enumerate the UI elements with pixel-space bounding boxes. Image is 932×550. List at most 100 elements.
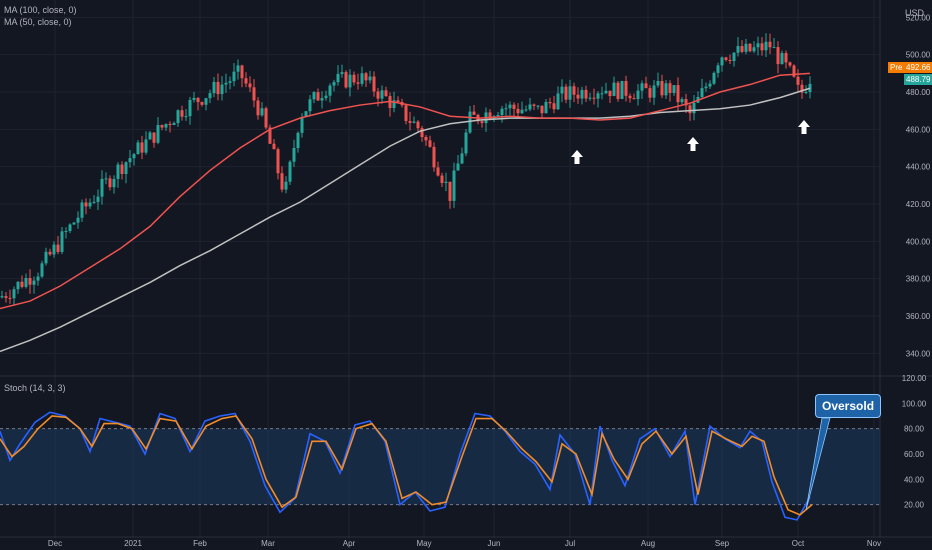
candle-body	[568, 86, 572, 100]
candle-body	[808, 83, 812, 93]
candle-body	[212, 81, 216, 94]
candle-body	[28, 278, 32, 285]
candle-body	[140, 142, 144, 153]
candle-body	[408, 121, 412, 123]
candle-body	[692, 102, 696, 114]
stoch-tick-label: 120.00	[902, 374, 927, 383]
x-tick-label: Jun	[488, 539, 501, 548]
x-tick-label: Sep	[715, 539, 730, 548]
candle-body	[720, 57, 724, 66]
candle-body	[656, 81, 660, 86]
stoch-tick-label: 40.00	[904, 475, 925, 484]
candle-body	[284, 181, 288, 190]
candle-body	[328, 85, 332, 96]
candle-body	[588, 97, 592, 99]
candle-body	[636, 90, 640, 100]
candle-body	[404, 105, 408, 122]
candle-body	[48, 251, 52, 255]
pre-label: Pre	[890, 63, 903, 72]
candle-body	[464, 132, 468, 154]
candle-body	[136, 142, 140, 155]
candle-body	[316, 92, 320, 101]
candle-body	[744, 43, 748, 52]
candle-body	[100, 178, 104, 197]
candle-body	[240, 65, 244, 79]
x-tick-label: Jul	[565, 539, 575, 548]
stoch-band	[0, 428, 880, 505]
candle-body	[456, 163, 460, 171]
candle-body	[632, 98, 636, 100]
candle-body	[12, 289, 16, 299]
candle-body	[440, 175, 444, 183]
candles	[0, 33, 812, 306]
candle-body	[608, 90, 612, 97]
candle-body	[300, 116, 304, 133]
candle-body	[160, 125, 164, 128]
candle-body	[104, 178, 108, 180]
x-tick-label: 2021	[124, 539, 142, 548]
candle-body	[528, 104, 532, 110]
candle-body	[128, 158, 132, 163]
candle-body	[524, 109, 528, 111]
candle-body	[348, 74, 352, 88]
candle-body	[448, 181, 452, 201]
candle-body	[248, 83, 252, 88]
price-tick-label: 340.00	[906, 349, 931, 358]
candle-body	[164, 123, 168, 128]
candle-body	[728, 59, 732, 61]
price-tick-label: 360.00	[906, 312, 931, 321]
candle-body	[40, 263, 44, 277]
candle-body	[132, 154, 136, 159]
up-arrow-icon	[798, 120, 810, 134]
x-tick-label: Dec	[48, 539, 62, 548]
price-tick-label: 520.00	[906, 13, 931, 22]
candle-body	[64, 231, 68, 233]
up-arrow-icon	[571, 150, 583, 164]
candle-body	[772, 47, 776, 49]
candle-body	[24, 278, 28, 287]
last-value: 488.79	[906, 75, 931, 84]
candle-body	[80, 202, 84, 218]
candle-body	[360, 73, 364, 84]
candle-body	[668, 83, 672, 93]
candle-body	[452, 170, 456, 201]
oversold-callout: Oversold	[815, 394, 882, 418]
candle-body	[380, 90, 384, 99]
stoch-tick-label: 20.00	[904, 501, 925, 510]
candle-body	[320, 98, 324, 101]
candle-body	[344, 72, 348, 88]
candle-body	[436, 167, 440, 176]
x-tick-label: Aug	[641, 539, 655, 548]
candle-body	[256, 100, 260, 116]
candle-body	[784, 53, 788, 63]
candle-body	[148, 132, 152, 140]
price-tick-label: 500.00	[906, 51, 931, 60]
candle-body	[468, 111, 472, 133]
candle-body	[724, 57, 728, 60]
candle-body	[156, 125, 160, 143]
candle-body	[600, 93, 604, 95]
stoch-panel	[0, 411, 880, 521]
candle-body	[76, 217, 80, 223]
candle-body	[72, 222, 76, 225]
candle-body	[612, 82, 616, 97]
x-tick-label: Mar	[261, 539, 275, 548]
candle-body	[112, 178, 116, 188]
x-tick-label: May	[416, 539, 431, 548]
candle-body	[260, 108, 264, 116]
candle-body	[184, 116, 188, 118]
candle-body	[740, 46, 744, 52]
candle-body	[116, 164, 120, 179]
x-tick-label: Nov	[867, 539, 881, 548]
candle-body	[4, 296, 8, 298]
candle-body	[396, 100, 400, 103]
candle-body	[704, 86, 708, 89]
candle-body	[192, 97, 196, 100]
candle-body	[8, 297, 12, 299]
candle-body	[616, 82, 620, 99]
ma100-legend: MA (100, close, 0)	[4, 5, 77, 15]
candle-body	[488, 112, 492, 119]
candle-body	[444, 181, 448, 183]
candle-body	[804, 92, 808, 94]
